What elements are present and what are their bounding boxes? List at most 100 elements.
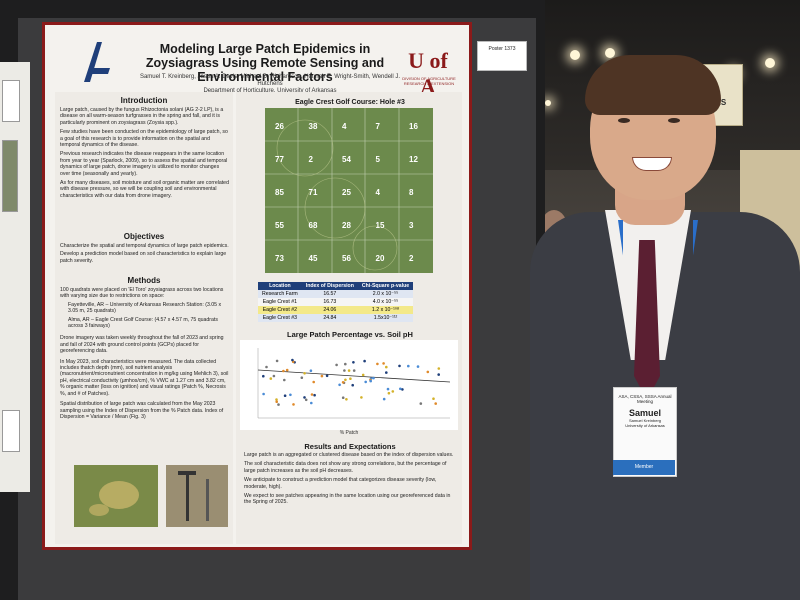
table-row: Eagle Crest #2 24.06 1.2 x 10⁻¹⁰⁸ — [258, 306, 414, 314]
scatter-point — [283, 378, 286, 382]
scatter-point — [364, 380, 367, 384]
scatter-point — [269, 377, 273, 380]
map-cell-value: 28 — [342, 221, 351, 230]
intro-bullet: As for many diseases, soil moisture and … — [60, 180, 229, 199]
scatter-point — [289, 393, 292, 397]
scatter-point — [369, 379, 372, 383]
objectives-body: Characterize the spatial and temporal dy… — [60, 243, 230, 264]
scatter-point — [272, 374, 276, 378]
map-cell-value: 2 — [308, 155, 313, 164]
map-cell-value: 73 — [275, 254, 284, 263]
scatter-point — [335, 363, 338, 367]
scatter-point — [376, 362, 379, 366]
method-bullet: Spatial distribution of large patch was … — [60, 401, 224, 420]
scatter-point — [262, 374, 265, 378]
scatter-point — [275, 400, 278, 403]
table-cell: Eagle Crest #1 — [262, 299, 298, 305]
neighbor-poster-qr — [2, 80, 20, 122]
map-cell-value: 26 — [275, 122, 284, 131]
scatter-point — [363, 359, 366, 363]
objective-bullet: Characterize the spatial and temporal dy… — [60, 243, 229, 249]
scatter-point — [360, 396, 363, 399]
scatter-point — [325, 374, 329, 378]
scatter-point — [292, 403, 295, 406]
method-bullet: Fayetteville, AR – University of Arkansa… — [68, 301, 222, 315]
scatter-point — [341, 396, 345, 399]
map-cell-value: 4 — [375, 188, 380, 197]
map-cell-value: 16 — [409, 122, 418, 131]
scatter-point — [387, 391, 391, 395]
presenter-eye — [618, 118, 630, 123]
scatter-point — [385, 371, 388, 374]
scatter-point — [262, 392, 265, 396]
map-cell-value: 25 — [342, 188, 351, 197]
objective-bullet: Develop a prediction model based on soil… — [60, 251, 227, 264]
badge-role: Member — [634, 464, 654, 470]
scatter-point — [291, 358, 294, 362]
poster-authors: Samuel T. Kreinberg, Jason A. Davis, Mic… — [139, 74, 401, 87]
table-cell: 24.06 — [323, 307, 337, 313]
map-cell-value: 55 — [275, 221, 284, 230]
scatter-point — [304, 398, 308, 402]
large-patch-photo-art — [89, 481, 139, 516]
scatter-point — [275, 359, 279, 363]
ceiling-light — [570, 50, 580, 60]
plot-xlabel: % Patch — [339, 430, 359, 436]
table-row: Eagle Crest #1 16.73 4.0 x 10⁻⁵⁵ — [258, 298, 414, 306]
scatter-point — [300, 376, 304, 379]
neighbor-poster-image — [2, 140, 18, 212]
ceiling-light — [605, 48, 615, 58]
scatter-point — [372, 376, 375, 380]
scatter-point — [382, 362, 385, 365]
table-cell: 16.57 — [323, 291, 337, 297]
presenter-eye — [668, 118, 680, 123]
scatter-point — [401, 388, 404, 391]
scatter-point — [432, 397, 435, 400]
scatter-point — [399, 387, 402, 391]
method-bullet: Drone imagery was taken weekly throughou… — [60, 335, 224, 355]
scatter-point — [385, 365, 388, 369]
scatter-point — [407, 364, 410, 368]
scatter-point — [352, 369, 356, 372]
scatter-point — [437, 367, 441, 370]
scatter-point — [265, 365, 268, 369]
table-cell: Eagle Crest #2 — [262, 307, 298, 313]
badge-event: ASA, CSSA, SSSA Annual Meeting — [618, 394, 672, 404]
map-cell-value: 5 — [375, 155, 380, 164]
drone-orthomosaic-map: 26 38 4 7 16 77 2 54 5 12 85 71 25 4 8 55 68 28 15 3 73 45 56 2… — [265, 108, 433, 273]
ceiling-light — [765, 58, 775, 68]
result-bullet: The soil characteristic data does not sh… — [244, 461, 447, 474]
methods-heading: Methods — [127, 276, 161, 285]
map-cell-value: 68 — [308, 221, 318, 230]
scatter-point — [313, 393, 316, 397]
results-body: Large patch is an aggregated or clustere… — [244, 452, 458, 506]
scatter-point — [277, 403, 280, 406]
badge-full-name: Samuel Kreinberg — [628, 418, 662, 423]
map-cell-value: 2 — [409, 254, 414, 263]
scatter-point — [343, 369, 346, 372]
scatter-point — [382, 397, 386, 401]
introduction-heading: Introduction — [120, 96, 168, 105]
scatter-point — [426, 370, 430, 374]
scatter-point — [283, 394, 287, 397]
map-cell-value: 38 — [308, 122, 318, 131]
scatter-point — [310, 401, 313, 405]
scatter-point — [437, 373, 440, 376]
map-grid-lines — [265, 108, 433, 273]
scatter-point — [434, 402, 437, 405]
map-cell-value: 54 — [342, 155, 351, 164]
map-cell-value: 4 — [342, 122, 347, 131]
intro-bullet: Previous research indicates the disease … — [60, 151, 228, 177]
large-patch-photo — [74, 465, 158, 527]
scatter-point — [303, 372, 306, 375]
table-cell: 2.0 x 10⁻⁵⁵ — [372, 291, 399, 297]
scatter-point — [320, 374, 324, 378]
table-header: Chi-Square p-value — [357, 282, 414, 290]
methods-body: 100 quadrats were placed on 'El Toro' zo… — [60, 287, 230, 420]
introduction-body: Large patch, caused by the fungus Rhizoc… — [60, 107, 230, 199]
poster-number-card: Poster 1373 — [477, 41, 527, 71]
scatter-point — [416, 365, 420, 368]
intro-bullet: Few studies have been conducted on the e… — [60, 129, 228, 149]
table-header: Index of Dispersion — [301, 282, 358, 290]
map-cell-value: 3 — [409, 221, 414, 230]
